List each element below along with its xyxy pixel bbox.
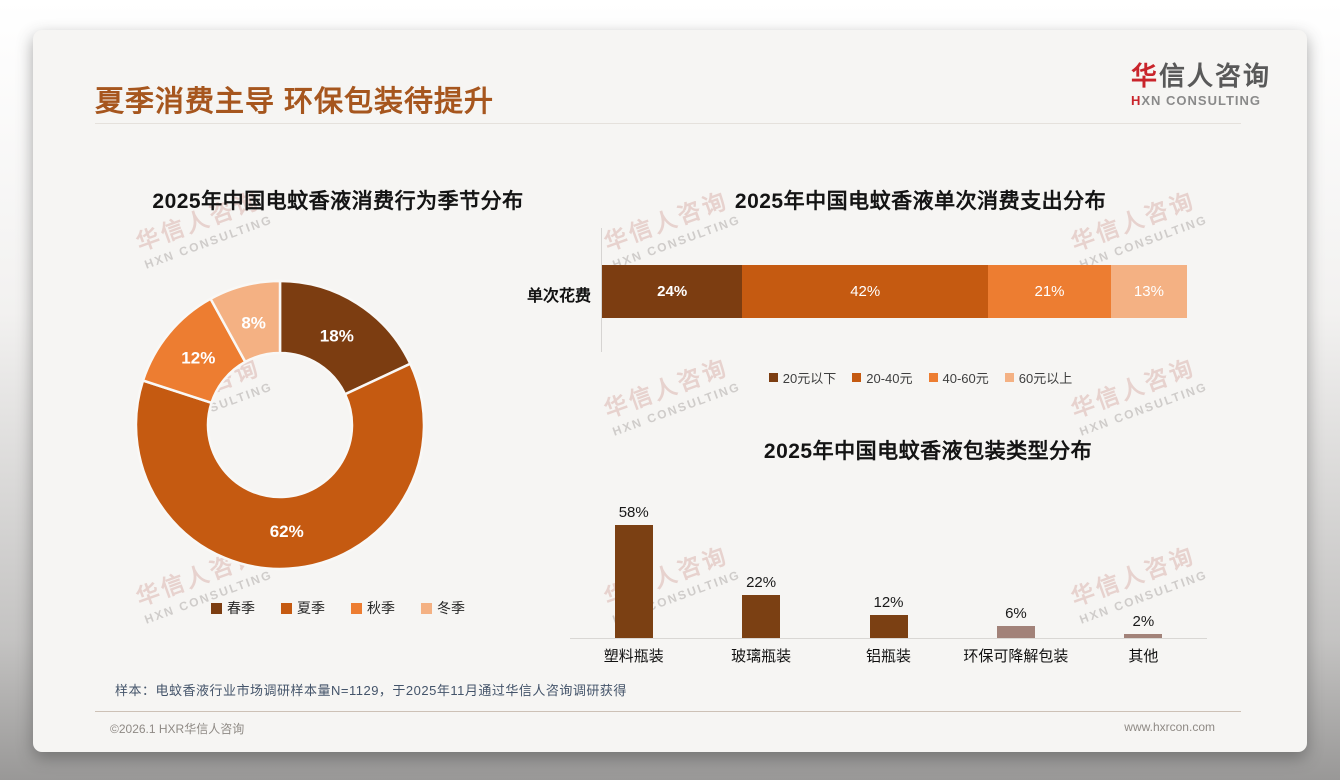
logo-name: 华信人咨询: [1130, 61, 1271, 91]
column-value-label: 12%: [873, 594, 904, 611]
legend-swatch: [421, 602, 432, 614]
donut-value-label: 12%: [181, 348, 215, 367]
column-category-label: 铝瓶装: [866, 648, 912, 665]
donut-value-label: 62%: [270, 522, 304, 541]
stacked-segment-20元以下: 24%: [602, 265, 743, 318]
legend-item: 冬季: [421, 598, 465, 618]
column-category-label: 环保可降解包装: [963, 648, 1069, 665]
legend-label: 40-60元: [942, 371, 989, 386]
logo-subtitle: HXN CONSULTING: [1130, 93, 1262, 108]
column-category-label: 玻璃瓶装: [731, 648, 792, 665]
donut-slice-冬季: [209, 279, 282, 364]
donut-slice-春季: [278, 279, 412, 396]
column-value-label: 2%: [1132, 613, 1155, 630]
legend-item: 20-40元: [852, 368, 913, 387]
legend-swatch: [928, 373, 938, 382]
stacked-segment-20-40元: 42%: [742, 265, 989, 318]
legend-label: 春季: [227, 600, 255, 616]
legend-item: 20元以下: [768, 368, 837, 387]
legend-label: 冬季: [437, 600, 465, 616]
footer-divider: [95, 711, 1241, 712]
stacked-segment-40-60元: 21%: [988, 265, 1111, 318]
legend-swatch: [351, 602, 362, 614]
stacked-row-label: 单次花费: [526, 288, 591, 305]
column-value-label: 22%: [746, 574, 777, 591]
column-chart-title: 2025年中国电蚊香液包装类型分布: [763, 440, 1093, 463]
column-category-label: 塑料瓶装: [603, 648, 664, 665]
website-url: www.hxrcon.com: [1124, 720, 1215, 734]
donut-value-label: 18%: [320, 327, 354, 346]
column-category-label: 其他: [1128, 648, 1159, 665]
stacked-chart-title: 2025年中国电蚊香液单次消费支出分布: [734, 190, 1107, 213]
stacked-bar-chart: 24% 42% 21% 13%: [602, 265, 1187, 318]
legend-swatch: [281, 602, 292, 614]
legend-item: 40-60元: [928, 368, 989, 387]
legend-swatch: [768, 373, 778, 382]
column-group: 12%: [825, 594, 952, 638]
legend-label: 夏季: [297, 600, 325, 616]
donut-legend: 春季 夏季 秋季 冬季: [103, 598, 573, 618]
legend-label: 20-40元: [866, 371, 913, 386]
sample-note: 样本：电蚊香液行业市场调研样本量N=1129，于2025年11月通过华信人咨询调…: [115, 683, 627, 698]
column-value-label: 58%: [618, 504, 649, 521]
column-group: 58%: [570, 504, 697, 638]
legend-swatch: [1004, 373, 1014, 382]
column-bar-玻璃瓶装: [742, 595, 781, 638]
donut-chart-title: 2025年中国电蚊香液消费行为季节分布: [152, 190, 524, 213]
legend-swatch: [852, 373, 862, 382]
legend-item: 夏季: [281, 598, 325, 618]
copyright-text: ©2026.1 HXR华信人咨询: [110, 722, 245, 736]
donut-chart: 18% 62% 12% 8%: [134, 279, 426, 571]
column-group: 22%: [697, 574, 824, 638]
column-group: 6%: [952, 605, 1079, 638]
stacked-segment-60元以上: 13%: [1110, 265, 1187, 318]
column-bar-环保可降解包装: [996, 626, 1035, 638]
column-chart: 58% 22% 12% 6% 2%: [570, 492, 1207, 639]
column-group: 2%: [1080, 613, 1207, 638]
donut-value-label: 8%: [241, 313, 266, 332]
column-chart-categories: 塑料瓶装 玻璃瓶装 铝瓶装 环保可降解包装 其他: [570, 645, 1207, 666]
column-bar-铝瓶装: [869, 615, 908, 638]
page-title: 夏季消费主导 环保包装待提升: [95, 86, 495, 118]
legend-label: 60元以上: [1018, 371, 1073, 386]
legend-swatch: [211, 602, 222, 614]
stacked-legend: 20元以下 20-40元 40-60元 60元以上: [588, 368, 1253, 387]
column-bar-塑料瓶装: [614, 525, 653, 638]
column-value-label: 6%: [1005, 605, 1027, 622]
donut-slice-夏季: [134, 362, 426, 571]
legend-item: 春季: [211, 598, 255, 618]
header-divider: [95, 123, 1241, 124]
legend-label: 秋季: [367, 600, 395, 616]
slide-card: 华信人咨询 HXN CONSULTING 华信人咨询 HXN CONSULTING 华信…: [33, 30, 1307, 752]
legend-item: 60元以上: [1004, 368, 1073, 387]
legend-item: 秋季: [351, 598, 395, 618]
stacked-chart-axis: [601, 228, 602, 352]
company-logo: 华信人咨询 HXN CONSULTING: [1131, 56, 1271, 108]
column-bar-其他: [1124, 634, 1163, 638]
legend-label: 20元以下: [782, 371, 837, 386]
